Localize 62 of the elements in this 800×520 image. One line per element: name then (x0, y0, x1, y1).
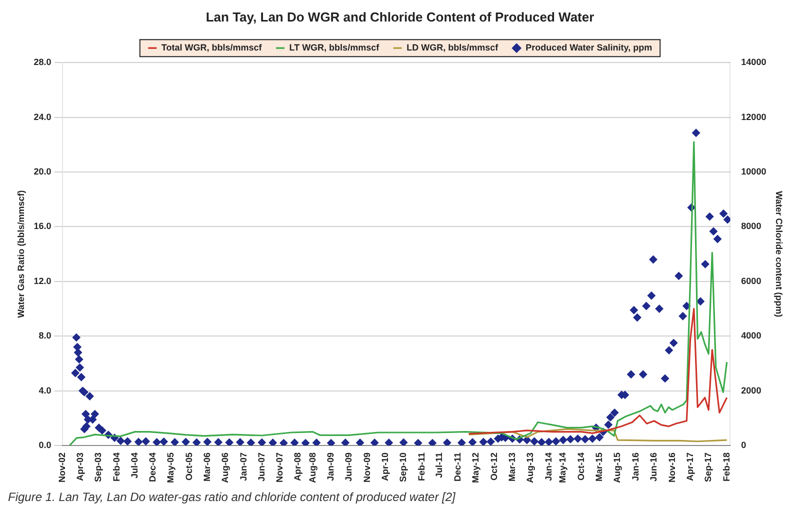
y2-tick-label: 14000 (741, 57, 766, 68)
x-tick-label: Mar-06 (202, 452, 212, 482)
x-tick-label: Mar-15 (594, 452, 604, 482)
x-tick-label: Jul-11 (434, 452, 444, 478)
x-tick-label: Feb-18 (721, 452, 732, 482)
y2-axis-title: Water Chloride content (ppm) (774, 190, 784, 318)
x-tick-label: Dec-11 (452, 452, 462, 482)
x-tick-label: May-05 (166, 452, 176, 483)
x-tick-label: Dec-04 (148, 452, 158, 482)
x-tick-label: Apr-03 (74, 452, 85, 481)
y2-tick-label: 10000 (741, 166, 766, 176)
y-tick-label: 12.0 (34, 276, 52, 286)
y-tick-label: 20.0 (34, 166, 52, 176)
x-tick-label: Jul-04 (129, 452, 140, 478)
x-tick-label: Oct-05 (184, 452, 194, 480)
y2-tick-label: 2000 (741, 385, 762, 396)
x-tick-label: Jan-14 (543, 452, 554, 482)
legend-label: Total WGR, bbls/mmscf (161, 42, 263, 53)
x-tick-label: May-14 (558, 452, 568, 483)
x-tick-label: Aug-08 (307, 452, 318, 483)
y-tick-label: 8.0 (38, 330, 52, 341)
x-tick-label: Sep-17 (703, 452, 714, 482)
y2-tick-label: 6000 (741, 276, 762, 286)
x-tick-label: Feb-11 (416, 452, 426, 481)
x-tick-label: Oct-14 (576, 452, 586, 480)
legend-label: Produced Water Salinity, ppm (526, 42, 652, 53)
y2-tick-label: 0 (741, 440, 746, 450)
y2-tick-label: 12000 (741, 112, 766, 122)
x-tick-label: Sep-10 (398, 452, 408, 482)
x-tick-label: Nov-02 (56, 452, 67, 482)
x-tick-label: Aug-13 (525, 452, 536, 483)
x-tick-label: Jan-16 (630, 452, 640, 482)
x-tick-label: Jan-07 (238, 452, 248, 482)
y2-tick-label: 4000 (741, 330, 762, 341)
y-tick-label: 4.0 (38, 385, 52, 396)
caption: Figure 1. Lan Tay, Lan Do water-gas ratio and chloride content of produced water [2] (8, 490, 456, 504)
x-tick-label: Mar-13 (506, 452, 517, 482)
x-tick-label: Oct-12 (488, 452, 499, 480)
x-tick-label: Nov-16 (666, 452, 677, 482)
x-tick-label: Sep-03 (93, 452, 104, 482)
x-tick-label: Feb-04 (111, 452, 122, 482)
x-tick-label: Jun-16 (648, 452, 659, 482)
legend-label: LD WGR, bbls/mmscf (406, 42, 500, 53)
x-tick-label: Nov-07 (274, 452, 285, 482)
x-tick-label: Aug-15 (612, 452, 622, 483)
y-axis-title: Water Gas Ratio (bbls/mmscf) (16, 190, 26, 318)
x-tick-label: Apr-08 (292, 452, 303, 481)
y-tick-label: 24.0 (34, 112, 52, 122)
legend-label: LT WGR, bbls/mmscf (289, 42, 380, 53)
x-tick-label: Apr-10 (380, 452, 390, 481)
y-tick-label: 16.0 (34, 221, 52, 232)
y2-tick-label: 8000 (741, 221, 762, 232)
y-tick-label: 0.0 (38, 440, 52, 450)
x-tick-label: Jan-09 (326, 452, 336, 482)
x-tick-label: Aug-06 (220, 452, 230, 483)
x-tick-label: May-12 (470, 452, 481, 483)
x-tick-label: Jun-07 (256, 452, 266, 482)
y-tick-label: 28.0 (34, 57, 52, 68)
x-tick-label: Nov-09 (362, 452, 372, 482)
chart-title: Lan Tay, Lan Do WGR and Chloride Content of Produced Water (206, 9, 594, 24)
x-tick-label: Jun-09 (344, 452, 354, 482)
x-tick-label: Apr-17 (684, 452, 695, 481)
